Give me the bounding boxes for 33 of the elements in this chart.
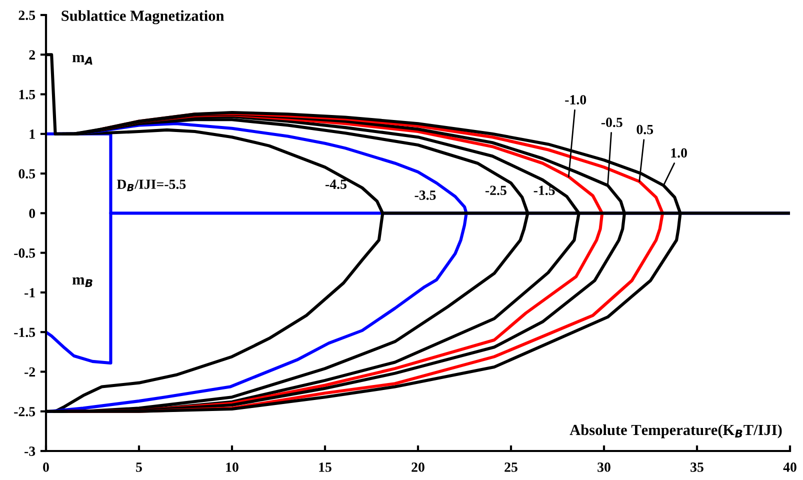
x-tick-label: 10 bbox=[226, 462, 238, 472]
y-tick-label: 2.5 bbox=[18, 10, 36, 20]
y-tick-label: -2 bbox=[24, 367, 35, 377]
y-tick-label: -1.5 bbox=[14, 328, 36, 338]
annotation: -4.5 bbox=[326, 180, 346, 190]
y-tick-label: 1 bbox=[30, 130, 35, 139]
annotation: -2.5 bbox=[485, 186, 506, 196]
y-axis-title: Sublattice Magnetization bbox=[62, 10, 224, 24]
annotation: m$_{B}$ bbox=[72, 277, 92, 288]
y-tick-label: -3 bbox=[24, 446, 36, 456]
y-tick-label: -1 bbox=[24, 288, 35, 298]
y-tick-label: 0 bbox=[29, 208, 36, 218]
x-tick-label: 20 bbox=[412, 462, 424, 472]
annotation: D$_{B}$/IJI=-5.5 bbox=[116, 180, 186, 192]
x-axis-title: Absolute Temperature(K$_{B}$T/IJI) bbox=[570, 424, 782, 438]
annotation: -1.0 bbox=[565, 95, 586, 105]
annotation: -0.5 bbox=[601, 118, 622, 128]
y-tick-label: 2 bbox=[29, 50, 35, 60]
x-tick-label: 15 bbox=[319, 462, 332, 472]
annotation: 0.5 bbox=[636, 124, 654, 134]
x-tick-label: 35 bbox=[690, 462, 704, 472]
y-tick-label: -2.5 bbox=[14, 406, 36, 416]
annotation: m$_{A}$ bbox=[72, 54, 92, 65]
y-tick-label: -0.5 bbox=[14, 248, 36, 258]
y-tick-label: 1.5 bbox=[19, 90, 36, 100]
x-tick-label: 30 bbox=[598, 462, 610, 472]
annotation: 1.0 bbox=[671, 148, 687, 158]
x-tick-label: 40 bbox=[783, 462, 796, 472]
x-tick-label: 5 bbox=[136, 462, 142, 472]
x-tick-label: 0 bbox=[43, 462, 49, 472]
annotation: -3.5 bbox=[414, 190, 436, 200]
y-tick-label: 0.5 bbox=[18, 169, 36, 179]
x-tick-label: 25 bbox=[504, 462, 518, 472]
